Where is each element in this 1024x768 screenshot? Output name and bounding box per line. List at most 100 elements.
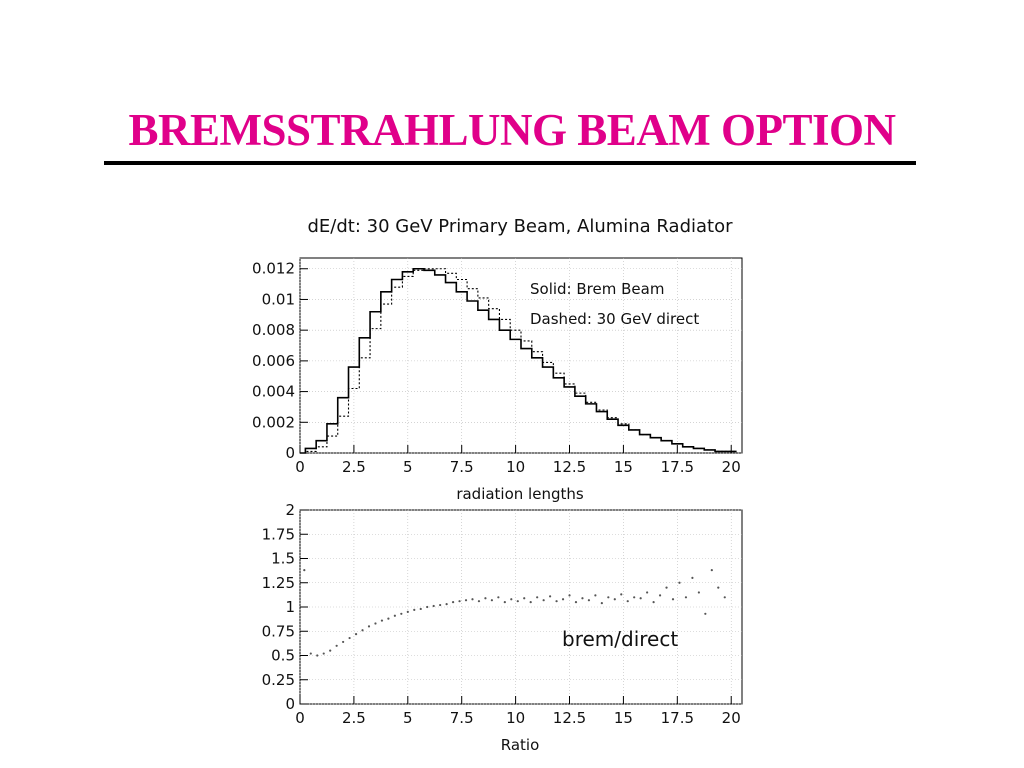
chart2-point	[658, 594, 662, 597]
chart2-point	[406, 610, 409, 613]
legend-entry-solid: Solid: Brem Beam	[530, 280, 664, 298]
chart2-point	[574, 601, 578, 604]
chart2-point	[426, 605, 429, 609]
slide-title: BREMSSTRAHLUNG BEAM OPTION	[128, 105, 896, 155]
chart2-point	[497, 596, 500, 599]
chart2-point	[697, 591, 700, 594]
chart1-x-tick-label: 17.5	[661, 458, 694, 476]
chart2-point	[335, 644, 338, 647]
chart2-point	[613, 598, 616, 601]
chart2-point	[671, 598, 675, 601]
chart2-point	[607, 596, 610, 599]
chart2-y-tick-label: 1.5	[271, 550, 295, 568]
chart1-y-tick-label: 0.008	[252, 321, 295, 339]
chart2-annotation: brem/direct	[562, 627, 678, 651]
chart2-y-tick-label: 0.25	[262, 671, 295, 689]
chart2-point	[413, 608, 416, 612]
chart2-x-tick-label: 10	[506, 709, 525, 727]
chart2-point	[581, 597, 584, 600]
chart1-x-tick-label: 15	[614, 458, 633, 476]
chart2-point	[691, 576, 694, 580]
chart2-point	[600, 602, 603, 605]
chart2-point	[587, 599, 591, 602]
chart2-x-tick-label: 12.5	[553, 709, 586, 727]
chart2-point	[503, 601, 506, 604]
chart1-x-tick-label: 5	[403, 458, 413, 476]
chart1-y-tick-label: 0.006	[252, 352, 295, 370]
chart2-point	[367, 625, 371, 628]
chart2-point	[354, 633, 358, 636]
chart1-x-tick-label: 20	[722, 458, 741, 476]
chart2-point	[471, 598, 474, 601]
chart2-point	[549, 595, 552, 598]
chart1-x-axis-label: radiation lengths	[456, 485, 584, 503]
chart2-point	[723, 596, 726, 599]
chart2-point	[594, 594, 597, 597]
chart2-point	[620, 593, 623, 596]
chart2-point	[316, 654, 319, 657]
chart2-point	[419, 607, 422, 611]
chart2-point	[555, 600, 558, 603]
chart2-point	[393, 614, 396, 617]
chart2-x-tick-label: 7.5	[450, 709, 474, 727]
chart2-point	[710, 569, 713, 572]
chart2-point	[303, 569, 306, 572]
legend-entry-dashed: Dashed: 30 GeV direct	[530, 310, 699, 328]
chart2-y-tick-label: 1.25	[262, 574, 295, 592]
chart1-x-tick-label: 12.5	[553, 458, 586, 476]
chart2-point	[633, 596, 636, 599]
chart1-x-tick-label: 10	[506, 458, 525, 476]
chart2-point	[646, 591, 649, 594]
chart2-point	[361, 629, 364, 632]
chart1-y-tick-label: 0.002	[252, 413, 295, 431]
chart2-point	[490, 599, 493, 602]
chart1-title: dE/dt: 30 GeV Primary Beam, Alumina Radi…	[307, 216, 733, 237]
chart2-y-tick-label: 0.75	[262, 622, 295, 640]
chart1-y-tick-label: 0.012	[252, 260, 295, 278]
chart2-point	[329, 649, 332, 652]
chart2-point	[568, 594, 571, 597]
chart2-point	[684, 596, 688, 599]
chart1-series-direct	[300, 268, 737, 454]
chart1-x-tick-label: 2.5	[342, 458, 366, 476]
chart2-x-tick-label: 0	[295, 709, 305, 727]
chart2-point	[523, 597, 526, 600]
chart2-point	[561, 598, 565, 601]
chart1-frame	[299, 257, 743, 454]
chart2-point	[665, 586, 668, 589]
chart2-frame	[299, 509, 743, 705]
chart2-point	[626, 600, 629, 603]
chart2-point	[342, 640, 345, 644]
chart2-plot: 0 2.5 5 7.5 10 12.5 15 17.5 20 0 0.25 0.5 0.75 1 1.25 1…	[262, 501, 743, 727]
chart1-y-tick-label: 0	[285, 444, 295, 462]
chart2-point	[516, 600, 519, 603]
chart2-point	[439, 603, 442, 607]
chart2-y-tick-label: 0	[285, 695, 295, 713]
chart2-point	[542, 599, 545, 602]
chart2-x-tick-label: 15	[614, 709, 633, 727]
chart2-point	[477, 600, 481, 603]
chart2-point	[374, 622, 377, 625]
chart1-plot: 0 2.5 5 7.5 10 12.5 15 17.5 20 0 0.002 0.004 0.006 0.…	[252, 257, 743, 476]
chart2-point	[387, 617, 390, 620]
chart2-x-axis-label: Ratio	[501, 736, 540, 754]
chart2-point	[445, 602, 448, 606]
chart2-point	[639, 597, 642, 600]
chart2-point	[717, 586, 720, 589]
chart2-y-tick-label: 2	[285, 501, 295, 519]
chart2-point	[432, 604, 435, 608]
chart2-point	[309, 652, 312, 655]
chart1-x-tick-label: 0	[295, 458, 305, 476]
title-underline	[104, 161, 916, 165]
chart2-point	[458, 600, 461, 603]
chart2-point	[536, 596, 539, 599]
chart2-point	[464, 599, 468, 602]
chart2-point	[400, 612, 403, 615]
chart2-point	[322, 652, 325, 655]
chart2-y-tick-label: 1.75	[262, 525, 295, 543]
chart2-y-tick-label: 0.5	[271, 647, 295, 665]
chart2-y-tick-label: 1	[285, 598, 295, 616]
chart1-x-tick-label: 7.5	[450, 458, 474, 476]
chart1-y-tick-label: 0.01	[262, 290, 295, 308]
